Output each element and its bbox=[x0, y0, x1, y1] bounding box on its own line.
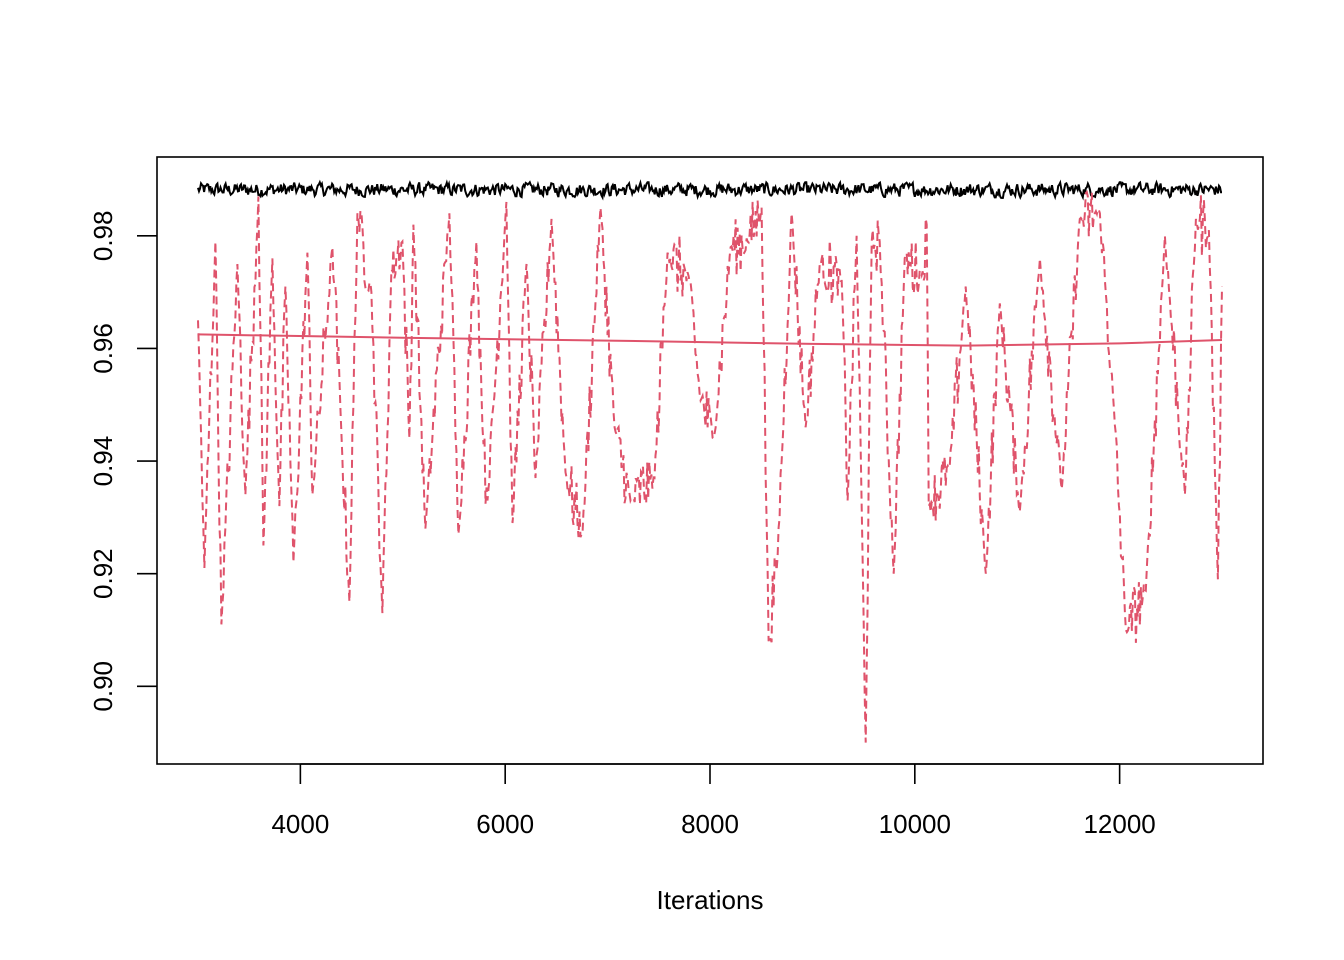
x-tick-label: 10000 bbox=[879, 809, 951, 839]
y-axis: 0.90 0.92 0.94 0.96 0.98 bbox=[88, 211, 157, 712]
x-tick-label: 12000 bbox=[1083, 809, 1155, 839]
y-tick-label: 0.96 bbox=[88, 323, 118, 374]
y-tick-label: 0.90 bbox=[88, 661, 118, 712]
x-tick-label: 4000 bbox=[271, 809, 329, 839]
y-tick-label: 0.94 bbox=[88, 436, 118, 487]
trace-black bbox=[197, 179, 1222, 201]
trace-red-smoothed bbox=[197, 333, 1223, 347]
series-layer bbox=[197, 179, 1223, 743]
x-tick-label: 8000 bbox=[681, 809, 739, 839]
plot-frame bbox=[156, 156, 1264, 765]
x-axis-title: Iterations bbox=[657, 885, 764, 915]
y-tick-label: 0.98 bbox=[88, 211, 118, 262]
x-tick-label: 6000 bbox=[476, 809, 534, 839]
x-axis: 4000 6000 8000 10000 12000 bbox=[271, 763, 1156, 839]
trace-red-dashed bbox=[197, 190, 1223, 743]
y-tick-label: 0.92 bbox=[88, 548, 118, 599]
